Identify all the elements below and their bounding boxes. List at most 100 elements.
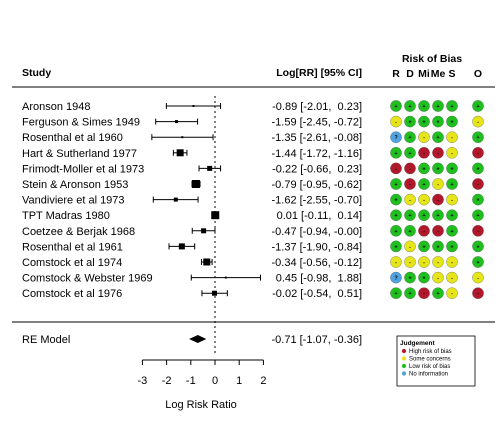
rob-judgement-symbol: + [408,151,411,157]
legend-item-label: High risk of bias [409,349,452,355]
study-name: Vandiviere et al 1973 [22,195,125,207]
rob-judgement-symbol: - [451,291,453,297]
rob-judgement-dot [432,256,444,268]
rob-judgement-symbol: ? [394,276,398,282]
legend-item-label: Some concerns [409,357,451,363]
rob-judgement-symbol: + [450,182,453,188]
x-tick-label: -2 [162,375,172,387]
x-tick-label: -1 [186,375,196,387]
rob-judgement-symbol: + [476,260,479,266]
ci-text: -0.22 [-0.66, 0.23] [272,163,362,175]
rob-judgement-dot [404,193,416,206]
rob-judgement-symbol: - [437,260,439,266]
study-name: Comstock et al 1976 [22,288,122,300]
rob-judgement-dot [472,162,484,175]
rob-judgement-dot [432,162,444,175]
study-name: Aronson 1948 [22,101,91,113]
rob-judgement-symbol: + [450,166,453,172]
study-row: Comstock et al 1974 -0.34 [-0.56, -0.12] -… [22,256,484,269]
point-estimate [201,228,207,234]
point-estimate [211,211,220,220]
rob-judgement-dot [472,256,484,268]
point-estimate [181,136,184,139]
rob-judgement-symbol: - [409,244,411,250]
rob-judgement-symbol: + [422,120,425,126]
rob-judgement-symbol: + [476,213,479,219]
legend-swatch [401,356,407,361]
rob-judgement-symbol: - [395,260,397,266]
x-axis: -3 -2 -1 0 1 2 [138,359,266,387]
study-row: Comstock & Webster 1969 0.45 [-0.98, 1.8… [22,271,484,285]
rob-judgement-symbol: - [423,151,425,157]
study-row: Coetzee & Berjak 1968 -0.47 [-0.94, -0.00… [22,225,484,238]
study-name: Coetzee & Berjak 1968 [22,226,135,238]
point-estimate [178,243,185,250]
rob-judgement-dot [446,147,458,159]
study-name: Frimodt-Moller et al 1973 [22,163,144,175]
rob-judgement-symbol: - [477,151,479,157]
point-estimate [176,149,184,157]
legend-swatch [401,348,407,354]
study-row: Rosenthal et al 1961 -1.37 [-1.90, -0.84]… [22,240,484,253]
rob-judgement-dot [390,131,402,143]
study-name: Hart & Sutherland 1977 [22,148,137,160]
rob-judgement-dot [418,162,430,175]
summary-diamond [189,335,207,343]
rob-judgement-dot [432,115,444,128]
rob-judgement-dot [472,147,484,159]
study-row: Hart & Sutherland 1977 -1.44 [-1.72, -1.1… [22,147,484,160]
point-estimate [173,197,178,202]
rob-judgement-dot [418,131,430,143]
rob-judgement-dot [404,240,416,253]
rob-judgement-dot [432,209,444,221]
rob-judgement-dot [418,115,430,128]
study-name: Ferguson & Simes 1949 [22,117,140,129]
rob-judgement-symbol: + [394,213,397,219]
rob-judgement-symbol: - [451,198,453,204]
rob-judgement-dot [432,225,444,237]
rob-judgement-symbol: + [422,104,425,110]
rob-judgement-symbol: + [408,104,411,110]
rob-judgement-symbol: - [437,229,439,235]
rob-judgement-symbol: - [437,276,439,282]
study-name: Rosenthal et al 1960 [22,132,123,144]
rob-judgement-symbol: - [477,291,479,297]
rob-judgement-dot [418,225,430,237]
rob-judgement-symbol: + [436,166,439,172]
rob-judgement-symbol: - [409,198,411,204]
point-estimate [203,258,211,266]
rob-judgement-symbol: + [394,151,397,157]
rob-judgement-symbol: - [423,260,425,266]
rob-judgement-dot [432,193,444,206]
rob-judgement-symbol: + [476,166,479,172]
rob-judgement-symbol: + [476,244,479,250]
rob-judgement-dot [446,178,458,190]
rob-judgement-symbol: - [423,291,425,297]
study-row: Stein & Aronson 1953 -0.79 [-0.95, -0.62]… [22,178,484,191]
rob-judgement-dot [404,256,416,268]
rob-judgement-symbol: - [437,198,439,204]
rob-judgement-dot [432,178,444,190]
rob-judgement-dot [472,115,484,128]
point-estimate [224,276,227,279]
column-headers: Study Log[RR] [95% CI] Risk of Bias R D Mi… [22,53,482,80]
rob-judgement-symbol: - [409,182,411,188]
rob-judgement-dot [472,209,484,221]
rob-judgement-symbol: + [436,104,439,110]
rob-judgement-dot [390,287,402,299]
rob-judgement-dot [390,162,402,175]
rob-judgement-symbol: - [477,182,479,188]
rob-judgement-symbol: + [436,135,439,141]
rob-judgement-symbol: + [436,244,439,250]
legend-title: Judgement [400,340,436,347]
rob-judgement-dot [432,240,444,253]
ci-text: -0.47 [-0.94, -0.00] [272,226,363,238]
rob-judgement-symbol: + [450,213,453,219]
rob-judgement-symbol: + [436,291,439,297]
rob-judgement-symbol: + [450,244,453,250]
rob-judgement-dot [404,115,416,128]
rob-judgement-symbol: + [394,291,397,297]
rob-judgement-dot [472,225,484,237]
rob-judgement-dot [390,178,402,190]
rob-judgement-dot [404,287,416,299]
